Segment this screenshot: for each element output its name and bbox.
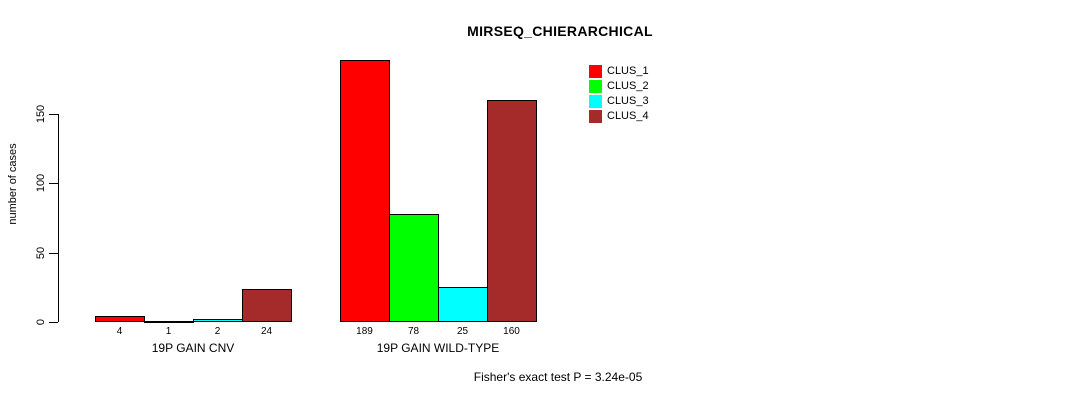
bar-value-label: 78 [407,326,420,337]
legend-item-clus_1: CLUS_1 [589,64,649,79]
bar-clus_1-group1 [95,316,145,322]
bar-value-label: 1 [165,326,172,337]
bar-value-label: 4 [116,326,123,337]
bar-value-label: 2 [214,326,221,337]
bar-value-label: 189 [356,326,373,337]
bar-clus_3-group1 [193,319,243,322]
legend-label: CLUS_1 [607,65,649,77]
bar-clus_4-group2 [487,100,537,322]
bar-clus_3-group2 [438,287,488,322]
bar-value-label: 160 [503,326,520,337]
legend-item-clus_3: CLUS_3 [589,94,649,109]
bar-value-label: 24 [260,326,273,337]
y-axis-tick [49,114,58,115]
legend-swatch-clus_2 [589,80,602,93]
group-label: 19P GAIN CNV [151,341,235,355]
chart-title: MIRSEQ_CHIERARCHICAL [467,23,653,39]
legend-label: CLUS_4 [607,110,649,122]
legend-swatch-clus_3 [589,95,602,108]
y-axis-tick-label: 150 [35,104,47,124]
legend-swatch-clus_4 [589,110,602,123]
y-axis-line [58,114,59,322]
y-axis-tick [49,252,58,254]
y-axis-tick-label: 100 [35,174,47,193]
legend-swatch-clus_1 [589,65,602,78]
group-label: 19P GAIN WILD-TYPE [376,341,500,355]
bar-clus_4-group1 [242,288,292,322]
bar-clus_1-group2 [340,59,390,322]
y-axis-tick [49,183,58,185]
y-axis-title: number of cases [7,143,19,225]
y-axis-tick-label: 50 [35,246,47,259]
legend-label: CLUS_2 [607,80,649,92]
legend-item-clus_4: CLUS_4 [589,109,649,124]
legend-item-clus_2: CLUS_2 [589,79,649,94]
legend-label: CLUS_3 [607,95,649,107]
legend: CLUS_1 CLUS_2 CLUS_3 CLUS_4 [589,64,649,124]
bar-value-label: 25 [456,326,469,337]
y-axis-tick-label: 0 [35,318,47,326]
y-axis-tick [49,322,58,323]
bar-clus_2-group2 [389,213,439,322]
fishers-test-annotation: Fisher's exact test P = 3.24e-05 [473,370,643,384]
bar-clus_2-group1 [144,320,194,323]
